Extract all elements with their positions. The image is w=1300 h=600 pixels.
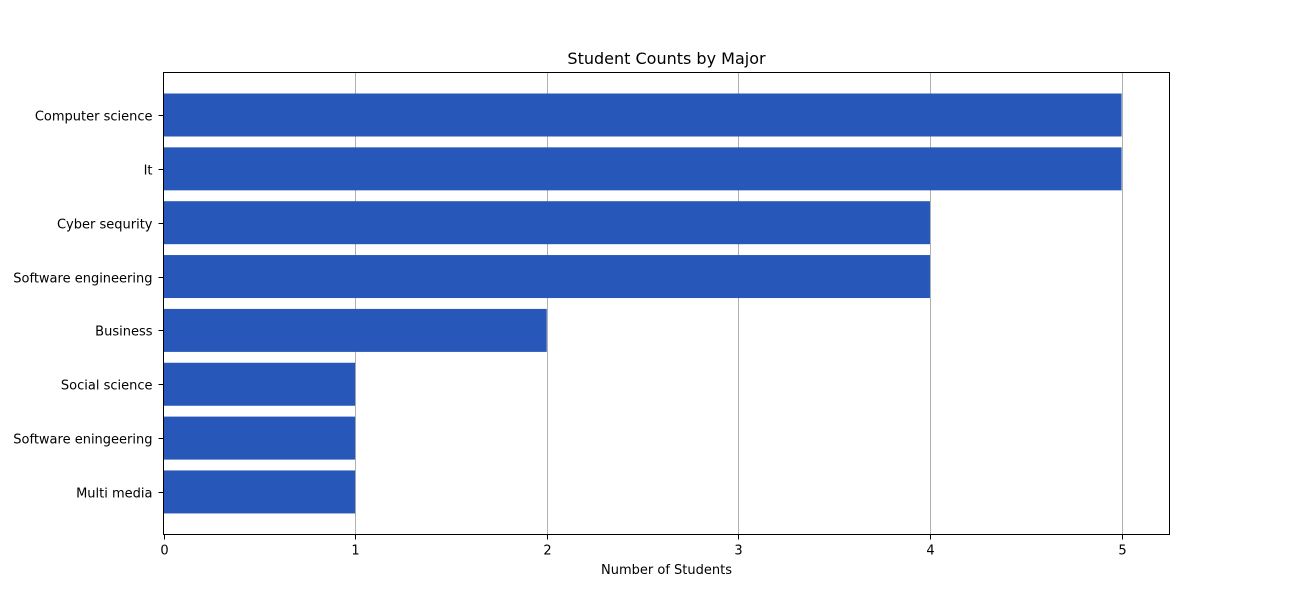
y-tick-label: Software eningeering <box>13 433 152 448</box>
y-axis-ticks: Computer science It Cyber sequrity Software… <box>13 110 164 502</box>
y-tick-label: Software engineering <box>13 272 152 287</box>
x-tick-label: 0 <box>160 544 168 559</box>
bars <box>163 93 1122 514</box>
x-tick-label: 4 <box>926 544 934 559</box>
gridlines <box>355 72 1123 535</box>
y-tick-label: Cyber sequrity <box>57 218 153 233</box>
bar <box>163 362 356 406</box>
bar <box>163 470 356 514</box>
x-tick-label: 5 <box>1118 544 1126 559</box>
x-axis-label: Number of Students <box>601 563 732 578</box>
bar <box>163 416 356 460</box>
y-tick-label: It <box>144 164 153 179</box>
bar <box>163 308 547 352</box>
x-tick-label: 2 <box>543 544 551 559</box>
bar <box>163 147 1122 191</box>
y-tick-label: Multi media <box>76 487 152 502</box>
y-tick-label: Social science <box>61 379 153 394</box>
y-tick-label: Business <box>95 325 153 340</box>
bar <box>163 255 930 299</box>
plot-area-frame <box>163 72 1170 535</box>
bar <box>163 93 1122 137</box>
x-tick-label: 3 <box>734 544 742 559</box>
x-axis-ticks: 0 1 2 3 4 5 <box>160 534 1127 559</box>
x-tick-label: 1 <box>351 544 359 559</box>
chart-title: Student Counts by Major <box>567 49 766 68</box>
bar <box>163 201 930 245</box>
y-tick-label: Computer science <box>35 110 153 125</box>
